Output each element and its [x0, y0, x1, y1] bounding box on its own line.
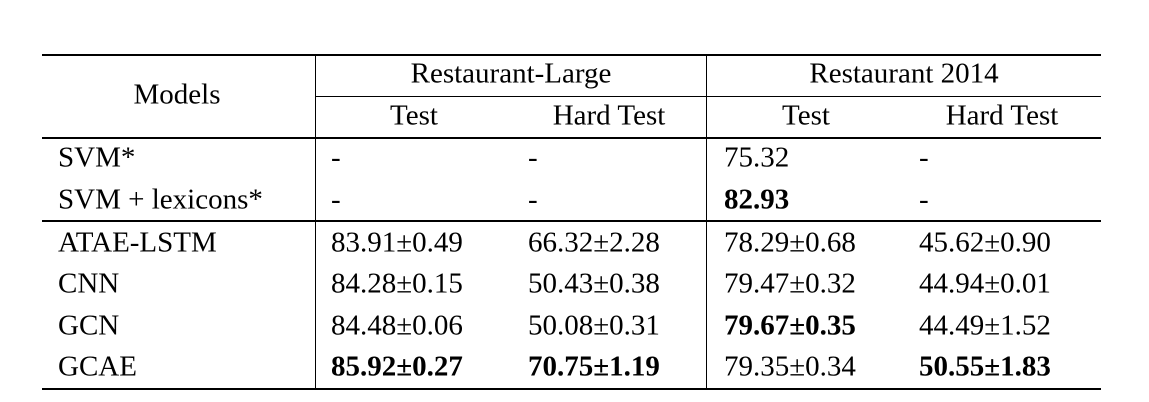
score-cell: 78.29±0.68: [724, 226, 856, 259]
score-cell: 79.67±0.35: [724, 309, 856, 342]
column-header: Test: [390, 99, 438, 132]
column-divider: [315, 54, 317, 390]
column-header: Hard Test: [945, 99, 1059, 132]
score-cell: -: [919, 183, 929, 216]
score-cell: 45.62±0.90: [919, 226, 1051, 259]
score-cell: 75.32: [724, 141, 790, 174]
model-name: SVM*: [58, 141, 136, 174]
score-cell: 85.92±0.27: [331, 350, 463, 383]
score-cell: 79.47±0.32: [724, 267, 856, 300]
score-cell: -: [919, 141, 929, 174]
score-cell: 50.43±0.38: [528, 267, 660, 300]
model-name: GCAE: [58, 350, 137, 383]
models-header: Models: [133, 78, 221, 111]
score-cell: -: [331, 183, 341, 216]
group-header: Restaurant-Large: [410, 57, 612, 90]
score-cell: -: [528, 183, 538, 216]
top-rule: [42, 54, 1101, 56]
score-cell: 44.49±1.52: [919, 309, 1051, 342]
score-cell: -: [528, 141, 538, 174]
bottom-rule: [42, 388, 1101, 390]
score-cell: 84.28±0.15: [331, 267, 463, 300]
score-cell: -: [331, 141, 341, 174]
header-rule: [42, 137, 1101, 139]
model-name: ATAE-LSTM: [58, 226, 217, 259]
model-name: GCN: [58, 309, 120, 342]
column-divider: [706, 54, 708, 390]
score-cell: 83.91±0.49: [331, 226, 463, 259]
score-cell: 84.48±0.06: [331, 309, 463, 342]
score-cell: 70.75±1.19: [528, 350, 660, 383]
column-header: Test: [782, 99, 830, 132]
score-cell: 44.94±0.01: [919, 267, 1051, 300]
model-name: CNN: [58, 267, 120, 300]
score-cell: 82.93: [724, 183, 790, 216]
section-rule: [42, 220, 1101, 222]
score-cell: 66.32±2.28: [528, 226, 660, 259]
score-cell: 79.35±0.34: [724, 350, 856, 383]
score-cell: 50.55±1.83: [919, 350, 1051, 383]
score-cell: 50.08±0.31: [528, 309, 660, 342]
column-header: Hard Test: [552, 99, 666, 132]
group-rule: [316, 96, 1101, 98]
model-name: SVM + lexicons*: [58, 183, 263, 216]
group-header: Restaurant 2014: [809, 57, 999, 90]
